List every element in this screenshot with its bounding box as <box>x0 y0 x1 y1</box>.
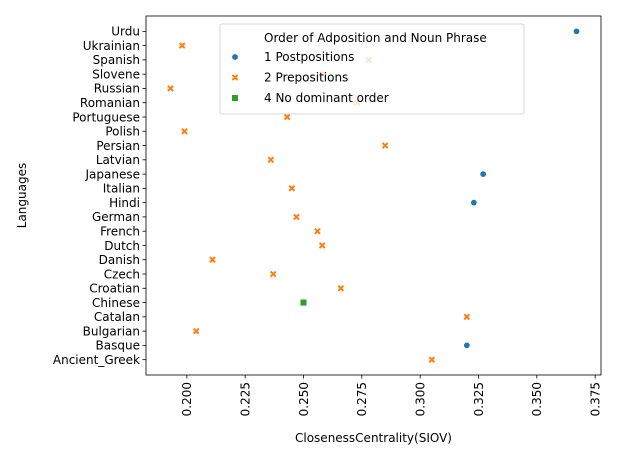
y-tick-label: Basque <box>96 339 140 353</box>
y-tick-label: Italian <box>103 182 140 196</box>
legend: Order of Adposition and Noun Phrase 1 Po… <box>219 23 525 115</box>
point-ukrainian <box>178 42 186 49</box>
x-tick-label: 0.250 <box>297 382 311 416</box>
point-ancient-greek <box>428 356 436 363</box>
y-tick-label: Portuguese <box>72 110 140 124</box>
x-tick-label: 0.300 <box>413 382 427 416</box>
y-tick-label: Ukrainian <box>83 39 140 53</box>
legend-entries: 1 Postpositions 2 Prepositions 4 No domina… <box>231 50 389 105</box>
point-croatian <box>337 284 345 292</box>
y-tick-label: Danish <box>99 253 140 267</box>
point-chinese <box>299 299 308 307</box>
x-tick-label: 0.225 <box>238 382 252 416</box>
point-basque <box>463 341 471 349</box>
y-tick-label: Chinese <box>92 296 140 310</box>
y-tick-label: Ancient_Greek <box>53 353 140 367</box>
legend-marker-2 <box>231 74 239 81</box>
legend-marker-3 <box>231 94 239 102</box>
plot-area-frame <box>145 15 602 376</box>
point-czech <box>269 270 277 278</box>
point-persian <box>381 142 389 149</box>
legend-entry-label: 1 Postpositions <box>264 50 354 64</box>
y-tick-label: Slovene <box>92 67 140 81</box>
point-russian <box>167 85 174 92</box>
legend-entry-label: 4 No dominant order <box>264 91 389 105</box>
point-bulgarian <box>192 327 200 335</box>
y-tick-label: Czech <box>104 267 140 281</box>
point-dutch <box>318 242 326 249</box>
x-axis-label: ClosenessCentrality(SIOV) <box>295 431 452 445</box>
y-tick-label: Croatian <box>89 282 140 296</box>
y-tick-label: Persian <box>96 139 140 153</box>
x-tick-label: 0.350 <box>530 382 544 416</box>
legend-title: Order of Adposition and Noun Phrase <box>264 31 487 45</box>
x-tick-label: 0.275 <box>355 382 369 416</box>
y-tick-label: Catalan <box>94 310 140 324</box>
point-japanese <box>479 170 487 178</box>
x-tick-label: 0.375 <box>588 382 602 416</box>
y-tick-label: Latvian <box>96 153 140 167</box>
legend-entry-label: 2 Prepositions <box>264 71 348 85</box>
x-axis-ticks: 0.200 0.225 0.250 0.275 0.300 0.325 0.350 0.375 <box>180 375 602 416</box>
y-tick-label: Hindi <box>109 196 140 210</box>
point-german <box>293 213 300 221</box>
point-french <box>314 227 321 235</box>
y-tick-label: Japanese <box>85 167 141 181</box>
y-tick-label: Romanian <box>80 96 140 110</box>
y-tick-label: Dutch <box>104 239 140 253</box>
point-latvian <box>267 156 275 164</box>
point-portuguese <box>283 113 291 121</box>
x-tick-label: 0.200 <box>180 382 194 416</box>
x-tick-label: 0.325 <box>472 382 486 416</box>
point-urdu <box>572 27 580 35</box>
y-tick-label: French <box>100 224 140 238</box>
point-danish <box>209 256 216 264</box>
y-tick-label: Polish <box>105 125 140 139</box>
y-axis-ticks: UrduUkrainianSpanishSloveneRussianRomani… <box>53 25 146 367</box>
point-italian <box>288 185 296 192</box>
y-tick-label: Russian <box>94 82 140 96</box>
y-tick-label: Bulgarian <box>83 324 140 338</box>
point-hindi <box>470 199 478 207</box>
y-tick-label: Urdu <box>111 25 140 39</box>
point-polish <box>181 127 188 135</box>
y-axis-label: Languages <box>15 163 29 228</box>
point-catalan <box>463 313 471 321</box>
legend-box <box>219 23 525 115</box>
y-tick-label: Spanish <box>93 53 140 67</box>
legend-marker-1 <box>231 53 239 61</box>
y-tick-label: German <box>92 210 140 224</box>
